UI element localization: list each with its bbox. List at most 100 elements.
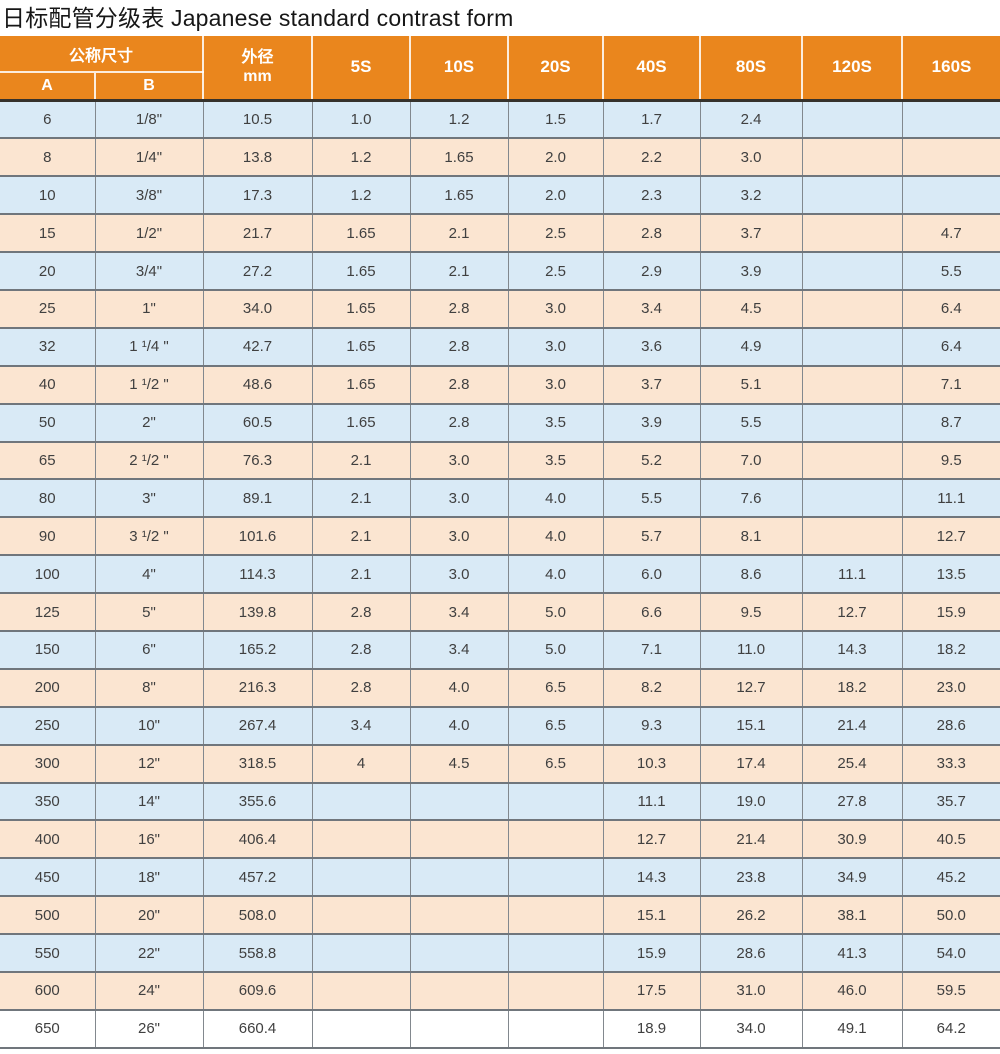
table-cell: 15.1 — [602, 896, 701, 936]
table-cell: 15.9 — [901, 593, 1000, 632]
table-cell: 3.5 — [507, 403, 604, 443]
table-cell: 18.2 — [901, 630, 1000, 670]
table-cell: 27.2 — [202, 252, 313, 291]
table-cell: 14.3 — [602, 858, 701, 898]
table-cell — [801, 98, 903, 140]
table-cell: 21.7 — [202, 214, 313, 254]
table-cell: 5.5 — [901, 252, 1000, 291]
table-row: 400 16" 406.4 12.7 21.4 30.9 40.5 — [0, 820, 1000, 860]
table-cell: 5.0 — [507, 593, 604, 632]
table-cell — [507, 1009, 604, 1049]
table-cell — [901, 98, 1000, 140]
table-cell: 2.8 — [311, 668, 411, 708]
table-cell: 2.0 — [507, 138, 604, 178]
table-cell: 11.0 — [699, 630, 803, 670]
table-cell: 650 — [0, 1009, 95, 1049]
table-cell: 1.0 — [311, 98, 411, 140]
table-cell: 2.8 — [409, 403, 509, 443]
table-cell — [801, 479, 903, 519]
table-cell: 6.5 — [507, 744, 604, 784]
table-cell: 20" — [94, 896, 204, 936]
table-cell: 2.3 — [602, 176, 701, 216]
table-cell: 3.0 — [507, 327, 604, 367]
table-cell: 8.2 — [602, 668, 701, 708]
table-cell: 11.1 — [801, 555, 903, 595]
table-cell: 4.0 — [507, 555, 604, 595]
table-cell: 2.8 — [409, 365, 509, 405]
table-cell — [801, 176, 903, 216]
table-cell: 3.9 — [699, 252, 803, 291]
table-cell: 48.6 — [202, 365, 313, 405]
table-cell: 50 — [0, 403, 95, 443]
table-cell: 1.65 — [311, 403, 411, 443]
table-cell: 40.5 — [901, 820, 1000, 860]
table-cell: 64.2 — [901, 1009, 1000, 1049]
table-cell: 12.7 — [801, 593, 903, 632]
table-cell: 35.7 — [901, 782, 1000, 822]
table-cell — [801, 289, 903, 329]
table-row: 550 22" 558.8 15.9 28.6 41.3 54.0 — [0, 934, 1000, 973]
table-cell: 2.1 — [311, 555, 411, 595]
table-cell: 3.0 — [507, 289, 604, 329]
table-cell: 558.8 — [202, 934, 313, 973]
table-cell — [801, 214, 903, 254]
table-cell: 45.2 — [901, 858, 1000, 898]
table-cell: 1.65 — [311, 289, 411, 329]
table-cell: 5.2 — [602, 441, 701, 481]
table-cell: 12.7 — [699, 668, 803, 708]
table-cell: 5.7 — [602, 517, 701, 557]
table-cell: 5.0 — [507, 630, 604, 670]
table-cell: 2.0 — [507, 176, 604, 216]
table-cell: 2.4 — [699, 98, 803, 140]
table-cell: 11.1 — [901, 479, 1000, 519]
table-cell: 1.2 — [311, 176, 411, 216]
table-cell: 508.0 — [202, 896, 313, 936]
table-cell: 250 — [0, 706, 95, 746]
pipe-schedule-table: 公称尺寸 外径 mm 5S 10S 20S 40S 80S 120S 160S … — [0, 36, 1000, 1049]
table-cell — [311, 971, 411, 1011]
table-cell: 21.4 — [801, 706, 903, 746]
table-cell: 26" — [94, 1009, 204, 1049]
table-cell: 4.0 — [409, 668, 509, 708]
table-cell: 76.3 — [202, 441, 313, 481]
table-cell: 3.0 — [699, 138, 803, 178]
table-cell: 19.0 — [699, 782, 803, 822]
table-cell: 30.9 — [801, 820, 903, 860]
table-cell: 2.1 — [409, 214, 509, 254]
table-cell: 23.8 — [699, 858, 803, 898]
table-cell: 406.4 — [202, 820, 313, 860]
table-row: 50 2" 60.5 1.65 2.8 3.5 3.9 5.5 8.7 — [0, 403, 1000, 443]
table-cell: 41.3 — [801, 934, 903, 973]
table-cell: 13.5 — [901, 555, 1000, 595]
table-cell — [409, 820, 509, 860]
table-cell: 5" — [94, 593, 204, 632]
table-row: 650 26" 660.4 18.9 34.0 49.1 64.2 — [0, 1009, 1000, 1049]
table-cell: 42.7 — [202, 327, 313, 367]
table-body: 6 1/8" 10.5 1.0 1.2 1.5 1.7 2.4 8 1/4" 13.8 1.2 1.65… — [0, 98, 1000, 1049]
table-cell: 89.1 — [202, 479, 313, 519]
table-cell: 10" — [94, 706, 204, 746]
table-row: 40 1 ¹/2 " 48.6 1.65 2.8 3.0 3.7 5.1 7.1 — [0, 365, 1000, 405]
table-cell: 33.3 — [901, 744, 1000, 784]
table-cell — [901, 138, 1000, 178]
table-cell: 22" — [94, 934, 204, 973]
table-cell: 4" — [94, 555, 204, 595]
table-row: 25 1" 34.0 1.65 2.8 3.0 3.4 4.5 6.4 — [0, 289, 1000, 329]
table-row: 8 1/4" 13.8 1.2 1.65 2.0 2.2 3.0 — [0, 138, 1000, 178]
table-cell: 34.0 — [699, 1009, 803, 1049]
table-cell: 1/8" — [94, 98, 204, 140]
table-cell: 3/8" — [94, 176, 204, 216]
table-cell — [409, 896, 509, 936]
table-cell: 13.8 — [202, 138, 313, 178]
table-cell: 3.2 — [699, 176, 803, 216]
table-cell: 3.0 — [409, 479, 509, 519]
table-cell: 20 — [0, 252, 95, 291]
table-cell: 4.0 — [507, 517, 604, 557]
table-cell: 4.9 — [699, 327, 803, 367]
table-cell — [901, 176, 1000, 216]
table-row: 250 10" 267.4 3.4 4.0 6.5 9.3 15.1 21.4 28.6 — [0, 706, 1000, 746]
col-a-header: A — [0, 71, 95, 100]
table-cell: 10.3 — [602, 744, 701, 784]
table-cell: 3.4 — [409, 593, 509, 632]
table-cell: 2 ¹/2 " — [94, 441, 204, 481]
